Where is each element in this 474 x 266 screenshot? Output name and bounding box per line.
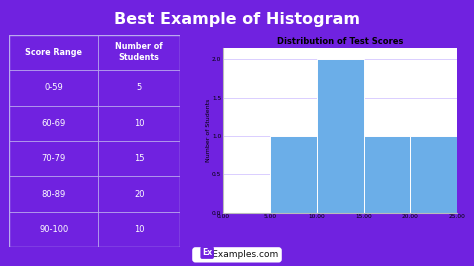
Text: Ex: Ex: [202, 248, 212, 257]
Text: Best Example of Histogram: Best Example of Histogram: [114, 12, 360, 27]
FancyBboxPatch shape: [9, 35, 180, 247]
Y-axis label: Number of Students: Number of Students: [206, 99, 210, 162]
Text: Examples.com: Examples.com: [195, 250, 279, 259]
Text: 10: 10: [134, 119, 145, 128]
Bar: [317, 59, 364, 213]
Bar: [270, 136, 317, 213]
Text: 0-59: 0-59: [45, 83, 63, 92]
Title: Distribution of Test Scores: Distribution of Test Scores: [277, 37, 403, 46]
Text: 10: 10: [134, 225, 145, 234]
Text: 15: 15: [134, 154, 145, 163]
Bar: [410, 136, 457, 213]
Bar: [364, 136, 410, 213]
Text: 5: 5: [137, 83, 142, 92]
X-axis label: Score Range: Score Range: [315, 222, 365, 228]
Text: Number of
Students: Number of Students: [115, 42, 163, 62]
Text: 90-100: 90-100: [39, 225, 68, 234]
Text: 70-79: 70-79: [42, 154, 66, 163]
Text: 20: 20: [134, 190, 145, 199]
Text: 60-69: 60-69: [42, 119, 66, 128]
Text: Score Range: Score Range: [25, 48, 82, 57]
Text: 80-89: 80-89: [42, 190, 66, 199]
